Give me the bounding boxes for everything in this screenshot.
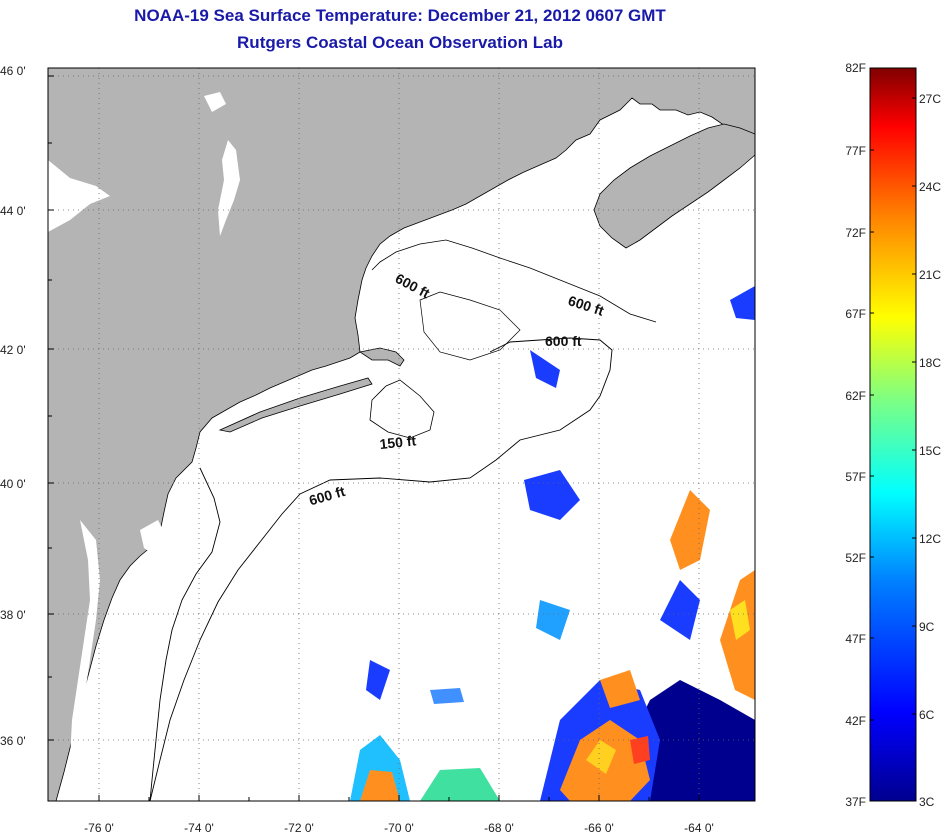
contour-150ft (149, 467, 221, 801)
lat-label: 40 0' (0, 477, 26, 491)
contour-600ft-shelf (149, 337, 613, 801)
cb-f-label: 77F (845, 144, 866, 158)
map-frame (47, 67, 756, 802)
lat-label: 46 0' (0, 64, 26, 78)
cb-c-label: 12C (919, 532, 941, 546)
cb-f-label: 42F (845, 714, 866, 728)
colorbar-fahrenheit-labels: 82F 77F 72F 67F 62F 57F 52F 47F 42F 37F (845, 61, 866, 809)
cb-f-label: 82F (845, 61, 866, 75)
cb-c-label: 27C (919, 92, 941, 106)
cb-f-label: 37F (845, 795, 866, 809)
delaware-bay (140, 520, 168, 556)
latitude-labels: 46 0' 44 0' 42 0' 40 0' 38 0' 36 0' (0, 64, 26, 748)
lat-label: 36 0' (0, 734, 26, 748)
land-long-island (218, 377, 373, 433)
lon-label: -74 0' (184, 821, 214, 835)
cb-f-label: 72F (845, 226, 866, 240)
contour-label: 150 ft (379, 432, 417, 452)
cb-c-label: 9C (919, 620, 935, 634)
longitude-labels: -76 0' -74 0' -72 0' -70 0' -68 0' -66 0… (84, 821, 714, 835)
contour-gulf-of-maine (371, 239, 657, 323)
cb-f-label: 62F (845, 389, 866, 403)
cb-f-label: 57F (845, 470, 866, 484)
cb-c-label: 6C (919, 708, 935, 722)
map-subtitle: Rutgers Coastal Ocean Observation Lab (237, 33, 563, 52)
contour-inner (419, 291, 521, 361)
cb-c-label: 15C (919, 444, 941, 458)
lat-label: 38 0' (0, 608, 26, 622)
cb-f-label: 52F (845, 551, 866, 565)
cb-c-label: 24C (919, 180, 941, 194)
lon-label: -64 0' (684, 821, 714, 835)
land-us-mainland (48, 68, 755, 801)
lat-label: 44 0' (0, 204, 26, 218)
lake-ontario (48, 160, 110, 232)
lon-label: -70 0' (384, 821, 414, 835)
map-title: NOAA-19 Sea Surface Temperature: Decembe… (134, 6, 666, 25)
lon-label: -72 0' (284, 821, 314, 835)
contour-label: 600 ft (545, 333, 582, 349)
cb-c-label: 21C (919, 268, 941, 282)
lon-label: -66 0' (584, 821, 614, 835)
contour-georges-bank (369, 379, 435, 439)
graticule (48, 68, 755, 801)
lon-label: -76 0' (84, 821, 114, 835)
lon-label: -68 0' (484, 821, 514, 835)
colorbar-celsius-labels: 27C 24C 21C 18C 15C 12C 9C 6C 3C (919, 92, 941, 809)
cb-f-label: 47F (845, 632, 866, 646)
chesapeake-bay (70, 520, 100, 770)
cb-f-label: 67F (845, 307, 866, 321)
sst-data-layer (350, 286, 755, 801)
cb-c-label: 3C (919, 795, 935, 809)
land-cape-cod (358, 347, 405, 367)
cb-c-label: 18C (919, 356, 941, 370)
lat-label: 42 0' (0, 343, 26, 357)
colorbar (869, 67, 917, 802)
lake-champlain (218, 140, 240, 236)
lake-small (204, 92, 226, 112)
